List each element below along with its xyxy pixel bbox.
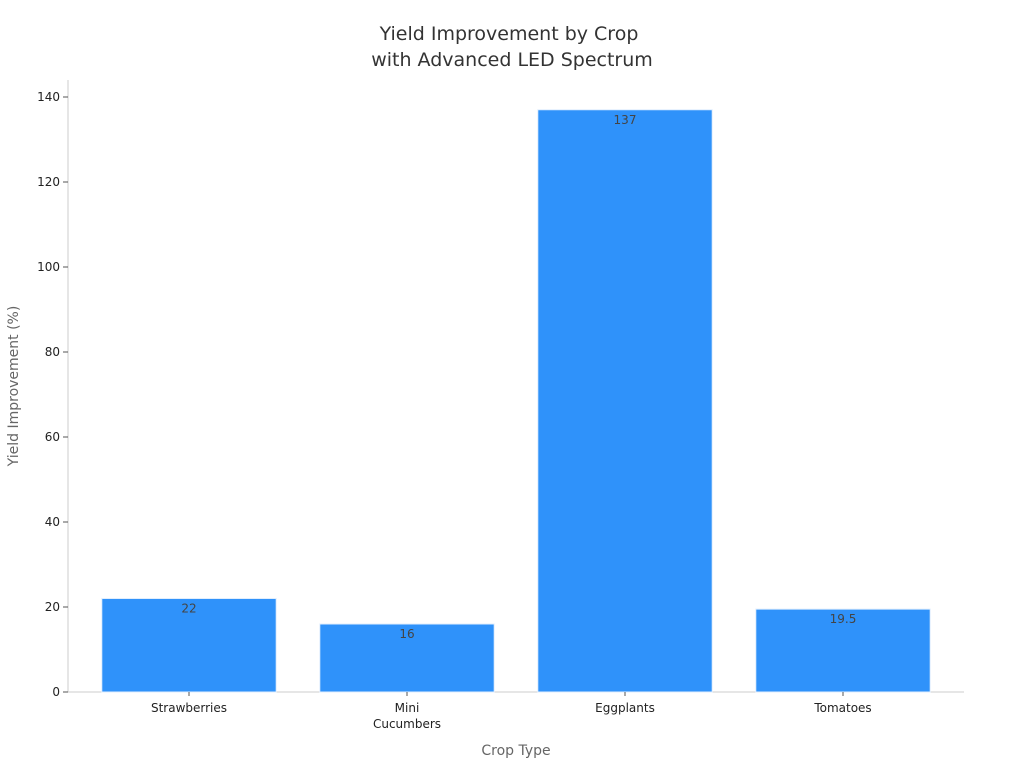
bar xyxy=(755,608,931,693)
chart-title-line-2: with Advanced LED Spectrum xyxy=(371,49,653,71)
y-tick-label: 40 xyxy=(45,515,60,529)
plot-area: 0 20 40 60 80 100 120 140 22 Strawberries 16 Mini Cu… xyxy=(37,80,964,731)
y-tick-label: 120 xyxy=(37,175,60,189)
y-tick-label: 20 xyxy=(45,600,60,614)
y-tick-label: 140 xyxy=(37,90,60,104)
data-label: 137 xyxy=(614,113,637,127)
chart-title: Yield Improvement by Crop with Advanced … xyxy=(371,23,653,71)
bar xyxy=(319,623,495,693)
x-axis-title: Crop Type xyxy=(481,743,550,759)
y-tick-label: 80 xyxy=(45,345,60,359)
x-tick-label: Eggplants xyxy=(595,701,655,715)
x-tick-label: Tomatoes xyxy=(813,701,871,715)
y-tick-label: 60 xyxy=(45,430,60,444)
data-label: 19.5 xyxy=(830,612,857,626)
y-tick-label: 0 xyxy=(52,685,60,699)
x-tick-label-line: Tomatoes xyxy=(813,701,871,715)
chart-title-line-1: Yield Improvement by Crop xyxy=(379,23,639,45)
x-tick-label: Mini Cucumbers xyxy=(373,701,441,731)
data-label: 22 xyxy=(181,602,196,616)
x-tick-label: Strawberries xyxy=(151,701,227,715)
bar xyxy=(101,598,277,693)
y-tick-label: 100 xyxy=(37,260,60,274)
data-label: 16 xyxy=(399,627,414,641)
x-tick-label-line: Eggplants xyxy=(595,701,655,715)
bar xyxy=(537,109,713,693)
x-tick-label-line: Cucumbers xyxy=(373,717,441,731)
x-tick-label-line: Mini xyxy=(395,701,420,715)
x-tick-label-line: Strawberries xyxy=(151,701,227,715)
y-axis-title: Yield Improvement (%) xyxy=(6,306,22,468)
